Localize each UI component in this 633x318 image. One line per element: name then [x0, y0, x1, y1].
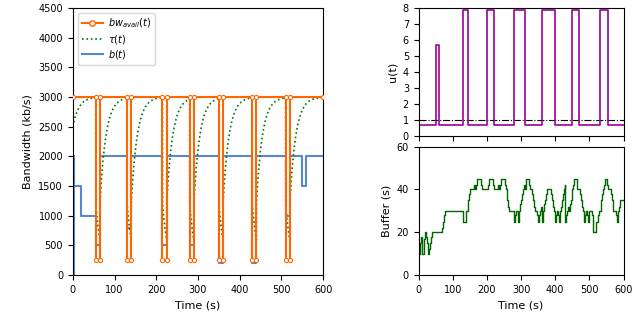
X-axis label: Time (s): Time (s)	[175, 300, 220, 310]
Y-axis label: Bandwidth (kb/s): Bandwidth (kb/s)	[23, 94, 33, 189]
Y-axis label: Buffer (s): Buffer (s)	[381, 185, 391, 237]
Y-axis label: u(t): u(t)	[387, 62, 397, 82]
X-axis label: Time (s): Time (s)	[498, 300, 544, 310]
Legend: $bw_{\mathit{avail}}(t)$, $\tau(t)$, $b(t)$: $bw_{\mathit{avail}}(t)$, $\tau(t)$, $b(…	[78, 13, 155, 65]
